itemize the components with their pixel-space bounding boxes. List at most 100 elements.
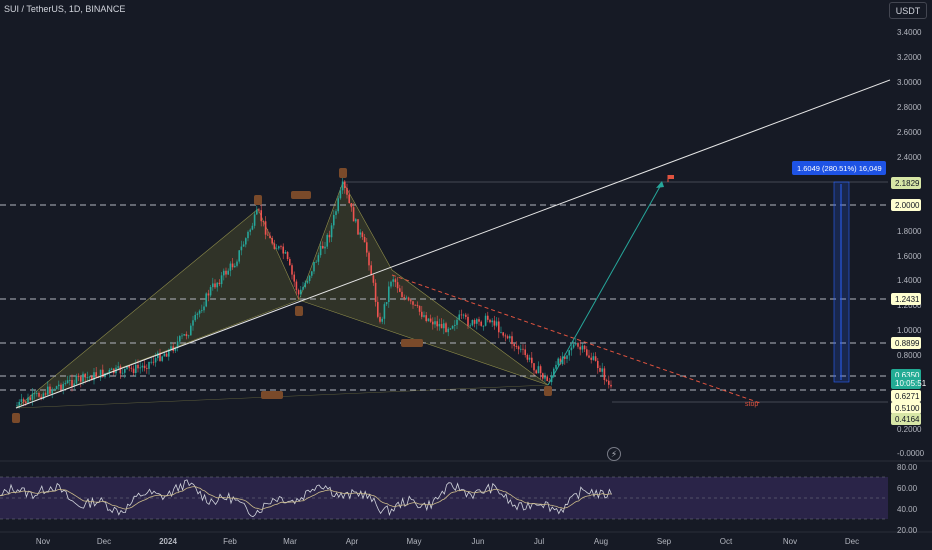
candle — [271, 235, 273, 246]
candle — [502, 332, 504, 338]
time-axis[interactable]: Nov Dec 2024 Feb Mar Apr May Jun Jul Aug Sep Oct Nov… — [36, 537, 859, 546]
candle — [240, 240, 243, 256]
pattern-marker[interactable] — [295, 306, 303, 316]
rsi-ma-line — [0, 486, 612, 510]
candle — [394, 277, 397, 288]
pattern-tag[interactable] — [401, 339, 423, 347]
candle — [436, 315, 438, 331]
candle — [209, 284, 212, 298]
price-tick: 1.8000 — [897, 227, 922, 236]
harmonic-pattern-right[interactable] — [298, 181, 549, 386]
candle — [592, 352, 595, 361]
price-tick: 0.2000 — [897, 425, 922, 434]
candle — [212, 277, 214, 291]
time-tick: Aug — [594, 537, 608, 546]
candle — [412, 300, 414, 309]
candle — [471, 319, 474, 327]
candle — [326, 233, 328, 249]
candle — [51, 387, 53, 399]
candle — [152, 357, 155, 366]
candle — [390, 280, 392, 289]
candle — [128, 365, 130, 372]
pattern-marker[interactable] — [544, 386, 552, 396]
candle — [47, 381, 49, 397]
candle — [429, 314, 432, 323]
candle — [603, 366, 606, 385]
symbol-title[interactable]: SUI / TetherUS, 1D, BINANCE — [4, 4, 126, 14]
candle — [31, 388, 34, 406]
candle — [374, 279, 377, 307]
pattern-tag[interactable] — [291, 191, 311, 199]
price-tick: 0.8000 — [897, 351, 922, 360]
candle — [533, 362, 535, 376]
harmonic-pattern-left[interactable] — [15, 208, 300, 409]
candle — [80, 375, 82, 388]
svg-text:2.0000: 2.0000 — [895, 201, 920, 210]
candle — [570, 343, 573, 356]
candle — [546, 374, 548, 382]
candle — [418, 305, 421, 316]
candle — [432, 317, 434, 330]
candle — [291, 263, 293, 280]
price-label: 0.4164 — [891, 413, 921, 425]
candle — [403, 294, 405, 301]
price-axis[interactable]: 3.4000 3.2000 3.0000 2.8000 2.6000 2.4000 1.80… — [897, 28, 925, 458]
candle — [421, 306, 423, 320]
price-tick: 1.0000 — [897, 326, 922, 335]
candle — [487, 311, 489, 323]
candle — [251, 222, 254, 231]
candle — [575, 337, 577, 346]
candle — [401, 285, 403, 298]
candle — [608, 375, 610, 389]
pattern-marker[interactable] — [339, 168, 347, 178]
pattern-tag[interactable] — [261, 391, 283, 399]
candle — [229, 261, 232, 277]
candle — [473, 318, 476, 328]
candle — [467, 313, 469, 329]
candle — [42, 391, 45, 400]
candle — [40, 394, 42, 401]
time-tick: May — [406, 537, 421, 546]
candle — [295, 279, 298, 295]
candle — [258, 207, 260, 213]
candle — [27, 393, 29, 404]
pattern-marker[interactable] — [254, 195, 262, 205]
rsi-axis[interactable]: 80.00 60.00 40.00 20.00 — [897, 463, 918, 535]
candle — [185, 331, 188, 340]
candle — [234, 263, 236, 268]
candle — [77, 373, 80, 382]
candle — [306, 276, 309, 284]
currency-button[interactable]: USDT — [889, 2, 927, 19]
candle — [594, 352, 597, 362]
candle — [75, 373, 78, 386]
flag-icon — [667, 175, 674, 182]
candle — [284, 249, 287, 255]
pattern-marker[interactable] — [12, 413, 20, 423]
candle — [344, 180, 346, 194]
candle — [141, 362, 144, 372]
stop-line[interactable] — [391, 274, 761, 404]
pattern-markers[interactable] — [12, 168, 552, 423]
candle — [434, 317, 436, 328]
price-tick: -0.0000 — [897, 449, 925, 458]
candle — [245, 237, 247, 248]
candle — [322, 241, 324, 249]
candle — [493, 315, 496, 330]
candle — [308, 275, 311, 284]
candle — [509, 334, 511, 343]
candle — [300, 286, 302, 298]
candle — [247, 230, 249, 242]
candle — [187, 334, 190, 339]
candle — [304, 280, 306, 289]
candle — [190, 323, 192, 336]
trendline[interactable] — [15, 79, 891, 409]
lightning-icon[interactable]: ⚡ — [607, 447, 621, 461]
candle — [223, 268, 225, 281]
candle — [157, 350, 159, 361]
target-arrow[interactable] — [547, 182, 663, 386]
price-tick: 1.6000 — [897, 252, 922, 261]
candle — [458, 310, 460, 321]
candle — [264, 216, 267, 240]
time-tick: Mar — [283, 537, 297, 546]
